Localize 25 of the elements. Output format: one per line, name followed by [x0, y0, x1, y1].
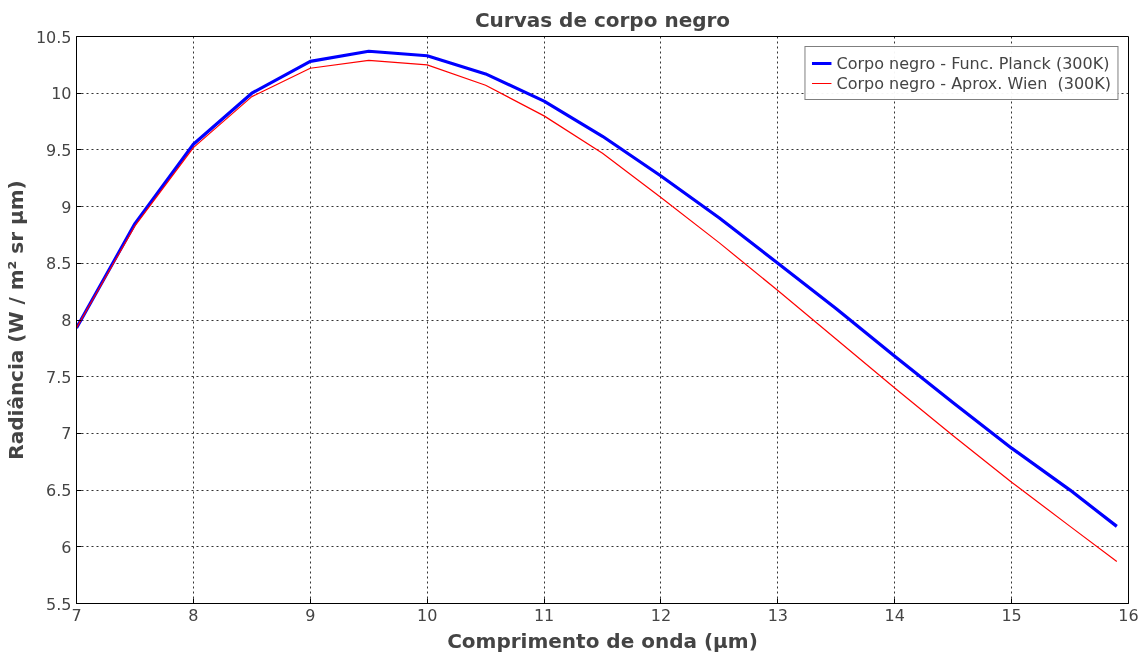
y-tick-label: 7 — [61, 424, 72, 444]
y-tick-label: 10.5 — [35, 27, 72, 47]
y-tick-label: 7.5 — [46, 367, 72, 387]
y-axis-title: Radiância (W / m² sr μm) — [3, 180, 28, 460]
y-tick-label: 6.5 — [46, 481, 72, 501]
x-tick-label: 8 — [188, 605, 199, 625]
x-tick-label: 10 — [416, 605, 438, 625]
y-tick-label: 6 — [61, 537, 72, 557]
y-tick-label: 5.5 — [46, 594, 72, 614]
y-tick-label: 8 — [61, 311, 72, 330]
x-axis-title: Comprimento de onda (μm) — [447, 628, 758, 653]
y-tick-label: 9 — [61, 197, 72, 217]
x-tick-label: 15 — [1001, 605, 1022, 625]
legend-label: Corpo negro - Aprox. Wien (300K) — [836, 73, 1111, 93]
x-tick-label: 9 — [305, 605, 316, 625]
y-tick-label: 10 — [51, 84, 72, 104]
x-tick-label: 11 — [533, 605, 555, 625]
legend-label: Corpo negro - Func. Planck (300K) — [836, 53, 1110, 73]
y-tick-label: 9.5 — [46, 140, 72, 160]
x-tick-label: 13 — [767, 605, 789, 625]
x-tick-label: 12 — [650, 605, 672, 625]
x-tick-label: 14 — [884, 605, 905, 625]
chart-title: Curvas de corpo negro — [474, 7, 731, 32]
y-tick-label: 8.5 — [46, 254, 72, 274]
x-tick-label: 16 — [1118, 605, 1139, 625]
